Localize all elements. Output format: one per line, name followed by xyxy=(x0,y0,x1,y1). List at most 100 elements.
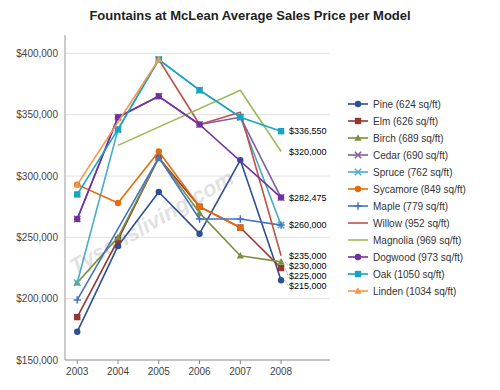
x-tick xyxy=(158,360,159,364)
series xyxy=(159,60,281,256)
y-tick-label: $250,000 xyxy=(16,232,58,243)
legend-label: Linden (1034 sq/ft) xyxy=(373,286,456,297)
x-tick xyxy=(240,360,241,364)
series-line xyxy=(77,60,281,283)
point xyxy=(237,114,243,120)
annotation: $225,000 xyxy=(289,271,327,281)
legend-label: Dogwood (973 sq/ft) xyxy=(373,252,463,263)
point xyxy=(74,216,80,222)
series xyxy=(74,56,163,188)
point xyxy=(278,277,284,283)
legend-label: Spruce (762 sq/ft) xyxy=(373,167,452,178)
y-tick-label: $150,000 xyxy=(16,355,58,366)
x-tick-label: 2007 xyxy=(229,366,252,377)
legend-item: Oak (1050 sq/ft) xyxy=(348,269,445,280)
legend-item: Maple (779 sq/ft) xyxy=(348,201,448,212)
point xyxy=(196,215,203,222)
legend-item: Spruce (762 sq/ft) xyxy=(348,167,452,178)
legend-swatch xyxy=(348,222,368,224)
plot-area xyxy=(74,56,285,335)
series xyxy=(74,154,285,304)
annotation-leader xyxy=(285,262,288,266)
point xyxy=(155,56,162,63)
point xyxy=(155,154,162,161)
grid-line xyxy=(65,53,330,54)
series-line xyxy=(77,60,281,195)
legend-label: Birch (689 sq/ft) xyxy=(373,133,444,144)
y-tick-label: $300,000 xyxy=(16,171,58,182)
point xyxy=(74,216,80,222)
annotation: $336,550 xyxy=(289,126,327,136)
point xyxy=(278,265,284,271)
point xyxy=(237,224,243,230)
legend-marker xyxy=(355,101,361,107)
point xyxy=(156,56,162,62)
point xyxy=(196,203,202,209)
chart: Fountains at McLean Average Sales Price … xyxy=(0,0,500,390)
point xyxy=(196,121,202,127)
point xyxy=(196,87,202,93)
legend-item: Birch (689 sq/ft) xyxy=(348,133,444,144)
point xyxy=(278,194,284,200)
grid-line xyxy=(65,360,330,361)
series-line xyxy=(77,60,159,185)
series xyxy=(74,93,284,222)
legend-label: Maple (779 sq/ft) xyxy=(373,201,448,212)
legend-item: Elm (626 sq/ft) xyxy=(348,116,438,127)
annotation: $230,000 xyxy=(289,261,327,271)
annotation: $260,000 xyxy=(289,220,327,230)
legend-swatch xyxy=(348,239,368,241)
annotation: $215,000 xyxy=(289,281,327,291)
point xyxy=(278,128,284,134)
point xyxy=(74,329,80,335)
point xyxy=(237,114,243,120)
point xyxy=(196,203,202,209)
legend-marker xyxy=(355,118,361,124)
y-tick-label: $400,000 xyxy=(16,48,58,59)
point xyxy=(196,121,202,127)
series-line xyxy=(77,158,281,300)
point xyxy=(115,126,121,132)
legend-marker xyxy=(355,186,361,192)
legend-item: Willow (952 sq/ft) xyxy=(348,218,450,229)
legend-item: Linden (1034 sq/ft) xyxy=(348,286,456,297)
legend-label: Pine (624 sq/ft) xyxy=(373,99,441,110)
legend-marker xyxy=(355,152,361,158)
x-tick xyxy=(199,360,200,364)
annotations: $336,550$320,000$282,475$260,000$235,000… xyxy=(285,126,327,291)
legend-marker xyxy=(355,271,361,277)
legend-item: Pine (624 sq/ft) xyxy=(348,99,441,110)
point xyxy=(156,56,162,62)
point xyxy=(278,222,284,228)
point xyxy=(156,189,162,195)
legend-marker xyxy=(354,287,361,294)
series xyxy=(74,56,284,197)
legend-item: Dogwood (973 sq/ft) xyxy=(348,252,463,263)
point xyxy=(74,280,80,286)
series-line xyxy=(118,90,281,151)
series xyxy=(74,154,285,286)
point xyxy=(156,93,162,99)
x-tick xyxy=(77,360,78,364)
series-line xyxy=(77,158,281,317)
point xyxy=(237,252,244,259)
point xyxy=(237,224,243,230)
point xyxy=(196,87,202,93)
y-tick-label: $200,000 xyxy=(16,293,58,304)
series-line xyxy=(77,96,281,219)
point xyxy=(237,215,244,222)
series-line xyxy=(159,60,281,256)
point xyxy=(277,258,284,265)
x-tick xyxy=(118,360,119,364)
legend-label: Elm (626 sq/ft) xyxy=(373,116,438,127)
grid xyxy=(65,53,330,360)
x-tick-label: 2003 xyxy=(66,366,89,377)
grid-line xyxy=(65,298,330,299)
series xyxy=(118,90,281,151)
y-axis-line xyxy=(65,35,66,360)
legend-item: Cedar (690 sq/ft) xyxy=(348,150,448,161)
point xyxy=(74,181,81,188)
legend-marker xyxy=(355,254,361,260)
point xyxy=(74,191,80,197)
x-axis: 200320042005200620072008 xyxy=(65,360,330,377)
